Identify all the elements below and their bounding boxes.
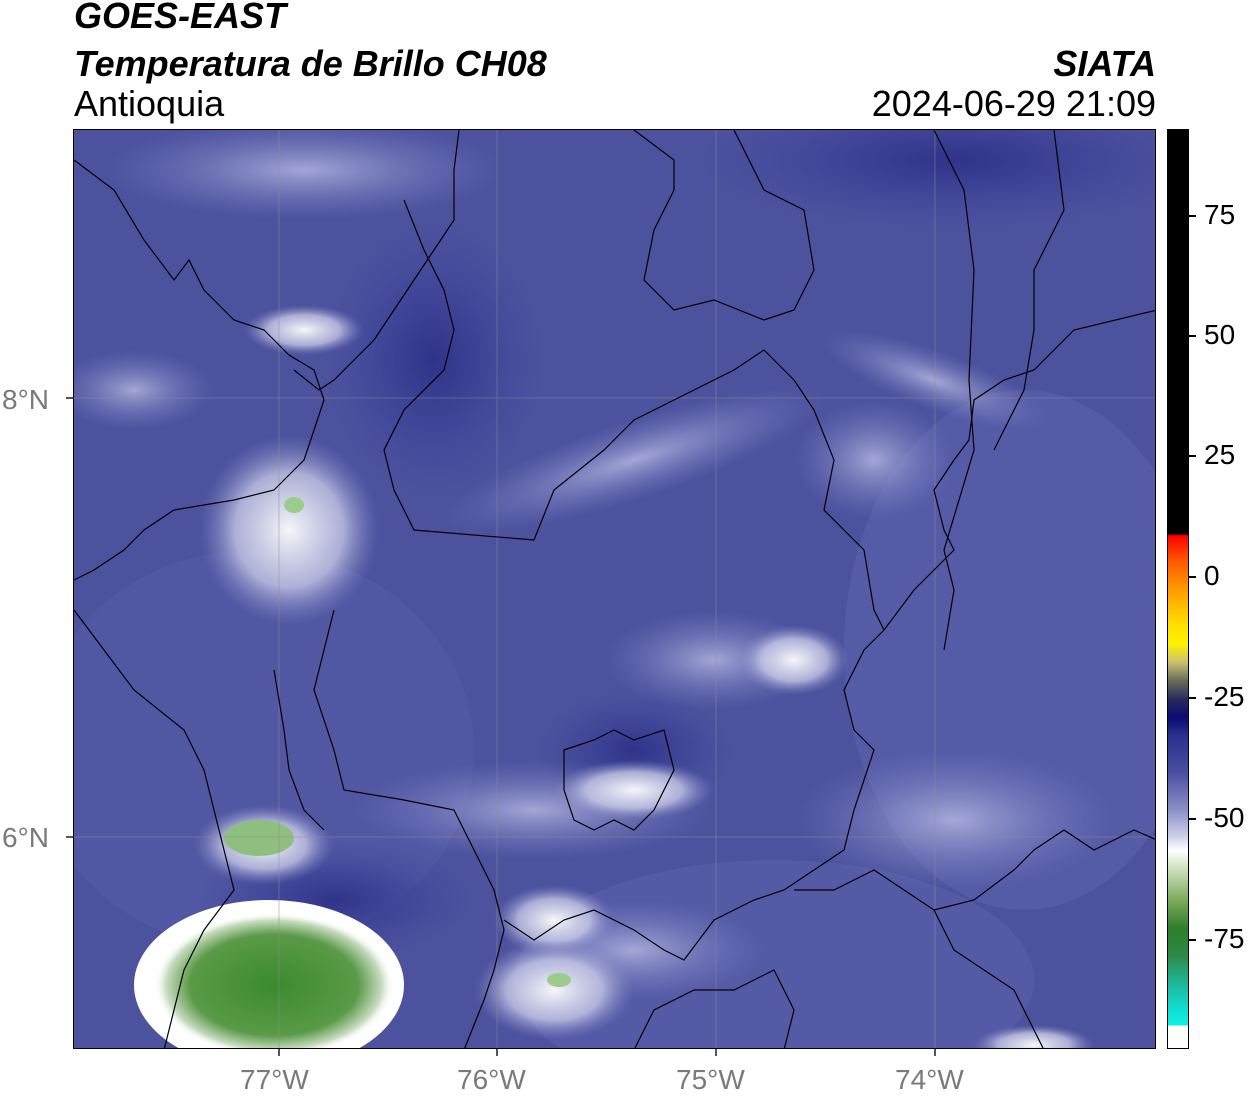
dept-border-east bbox=[933, 130, 975, 651]
west-border bbox=[273, 669, 325, 831]
lon-tick bbox=[934, 1049, 936, 1056]
south-border bbox=[503, 629, 885, 961]
colorbar-label: 0 bbox=[1204, 560, 1220, 591]
dept-border-ne bbox=[993, 130, 1065, 451]
colorbar-label: 75 bbox=[1204, 199, 1236, 230]
lon-label-74w: 74°W bbox=[895, 1064, 964, 1095]
colorbar-tick bbox=[1189, 818, 1196, 820]
colorbar-tick bbox=[1189, 455, 1196, 457]
satellite-map bbox=[73, 129, 1156, 1049]
lat-tick bbox=[66, 836, 73, 838]
colorbar-label: 25 bbox=[1204, 439, 1236, 470]
product-title: Temperatura de Brillo CH08 bbox=[74, 43, 547, 84]
small-dept bbox=[563, 729, 675, 831]
lon-label-75w: 75°W bbox=[676, 1064, 745, 1095]
coast-east-gulf bbox=[293, 130, 460, 391]
colorbar-tick bbox=[1189, 939, 1196, 941]
lon-label-77w: 77°W bbox=[240, 1064, 309, 1095]
lat-label-6n: 6°N bbox=[2, 822, 49, 853]
region-label: Antioquia bbox=[74, 83, 225, 124]
lon-label-76w: 76°W bbox=[457, 1064, 526, 1095]
lat-tick bbox=[66, 397, 73, 399]
datetime-label: 2024-06-29 21:09 bbox=[871, 83, 1156, 124]
satellite-title: GOES-EAST bbox=[74, 0, 287, 36]
colorbar-label: -25 bbox=[1204, 681, 1245, 712]
lon-tick bbox=[496, 1049, 498, 1056]
south-lower-border bbox=[634, 969, 795, 1048]
dept-border-north bbox=[633, 130, 815, 321]
lon-tick bbox=[278, 1049, 280, 1056]
antioquia-border bbox=[383, 199, 1155, 632]
colorbar-label: -50 bbox=[1204, 802, 1245, 833]
colorbar-tick bbox=[1189, 215, 1196, 217]
western-coast bbox=[74, 609, 235, 1048]
lon-tick bbox=[715, 1049, 717, 1056]
colorbar bbox=[1167, 129, 1189, 1049]
south-east-lower bbox=[933, 909, 1044, 1048]
colorbar-tick bbox=[1189, 697, 1196, 699]
brightness-temperature-field bbox=[74, 130, 1155, 1048]
coastline-urabá bbox=[74, 159, 325, 581]
south-east-border bbox=[794, 829, 1155, 911]
antioquia-south bbox=[313, 609, 505, 1048]
colorbar-tick bbox=[1189, 335, 1196, 337]
colorbar-label: 50 bbox=[1204, 319, 1236, 350]
colorbar-label: -75 bbox=[1204, 923, 1245, 954]
agency-label: SIATA bbox=[1053, 43, 1156, 84]
lat-label-8n: 8°N bbox=[2, 384, 49, 415]
colorbar-tick bbox=[1189, 576, 1196, 578]
